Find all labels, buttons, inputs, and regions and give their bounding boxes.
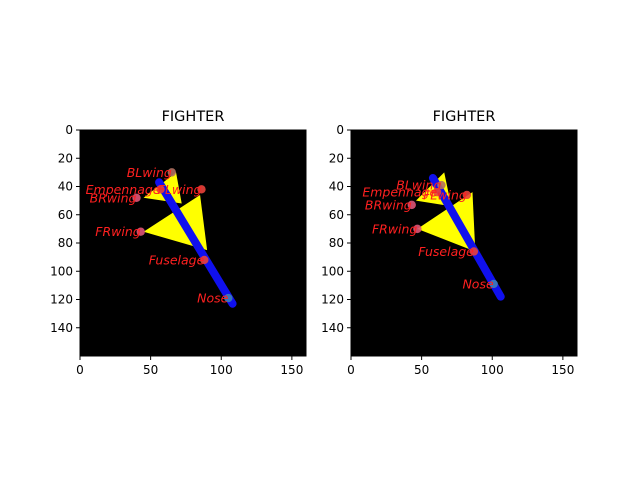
y-tick-label: 140	[321, 321, 344, 335]
keypoint-label: Fuselage	[149, 252, 205, 267]
keypoint-frwing	[136, 227, 145, 236]
front-wing	[417, 192, 476, 252]
keypoint-label: BRwing	[90, 190, 137, 205]
keypoint-fuselage	[469, 247, 479, 256]
keypoint-label: BLwing	[127, 165, 172, 180]
keypoint-label: Nose	[197, 291, 229, 306]
y-tick-label: 40	[329, 180, 344, 194]
keypoint-label: FLwing	[423, 187, 467, 202]
keypoint-label: Nose	[462, 276, 494, 291]
keypoint-nose	[489, 279, 498, 289]
keypoint-label: BRwing	[365, 197, 412, 212]
keypoint-empennage	[432, 187, 442, 197]
y-tick-label: 80	[329, 236, 344, 250]
axes: 0 50 100 150 0 20 40 60 80 100 120 140	[50, 123, 307, 377]
keypoint-nose	[224, 293, 233, 303]
y-tick-label: 140	[50, 321, 73, 335]
x-tick-label: 100	[481, 363, 504, 377]
keypoint-label: FLwing	[158, 182, 202, 197]
chart-title: FIGHTER	[162, 109, 225, 125]
x-tick-label: 50	[143, 363, 158, 377]
keypoint-brwing	[407, 200, 416, 210]
y-tick-label: 60	[58, 208, 73, 222]
y-tick-label: 60	[329, 208, 344, 222]
axes: 0 50 100 150 0 20 40 60 80 100 120 140	[321, 123, 578, 377]
y-tick-label: 120	[321, 293, 344, 307]
keypoint-flwing	[462, 190, 472, 200]
keypoint-label: Empennage	[86, 182, 161, 197]
keypoint-blwing	[437, 180, 446, 190]
keypoint-frwing	[413, 224, 422, 234]
keypoint-brwing	[132, 193, 141, 202]
fuselage	[155, 178, 237, 308]
y-tick-label: 120	[50, 293, 73, 307]
y-tick-label: 0	[65, 123, 73, 137]
x-tick-label: 50	[414, 363, 429, 377]
keypoint-blwing	[167, 168, 177, 177]
image-content	[415, 172, 505, 301]
x-tick-label: 150	[551, 363, 574, 377]
chart-title: FIGHTER	[433, 109, 496, 125]
y-tick-label: 40	[58, 180, 73, 194]
x-tick-label: 150	[280, 363, 303, 377]
y-tick-label: 0	[336, 123, 344, 137]
keypoint-fuselage	[200, 255, 209, 265]
x-tick-label: 100	[210, 363, 233, 377]
keypoint-flwing	[197, 185, 206, 194]
keypoint-empennage	[156, 185, 165, 194]
keypoint-label: Empennage	[362, 185, 437, 200]
y-tick-label: 80	[58, 236, 73, 250]
x-tick-label: 0	[347, 363, 355, 377]
keypoint-label: FRwing	[372, 221, 417, 236]
keypoint-label: Fuselage	[418, 244, 474, 259]
y-tick-label: 20	[58, 151, 73, 165]
y-tick-label: 20	[329, 151, 344, 165]
fuselage	[428, 174, 505, 301]
keypoint-label: FRwing	[95, 224, 140, 239]
y-tick-label: 100	[50, 264, 73, 278]
x-tick-label: 0	[76, 363, 84, 377]
y-tick-label: 100	[321, 264, 344, 278]
keypoint-label: BLwing	[396, 178, 441, 193]
